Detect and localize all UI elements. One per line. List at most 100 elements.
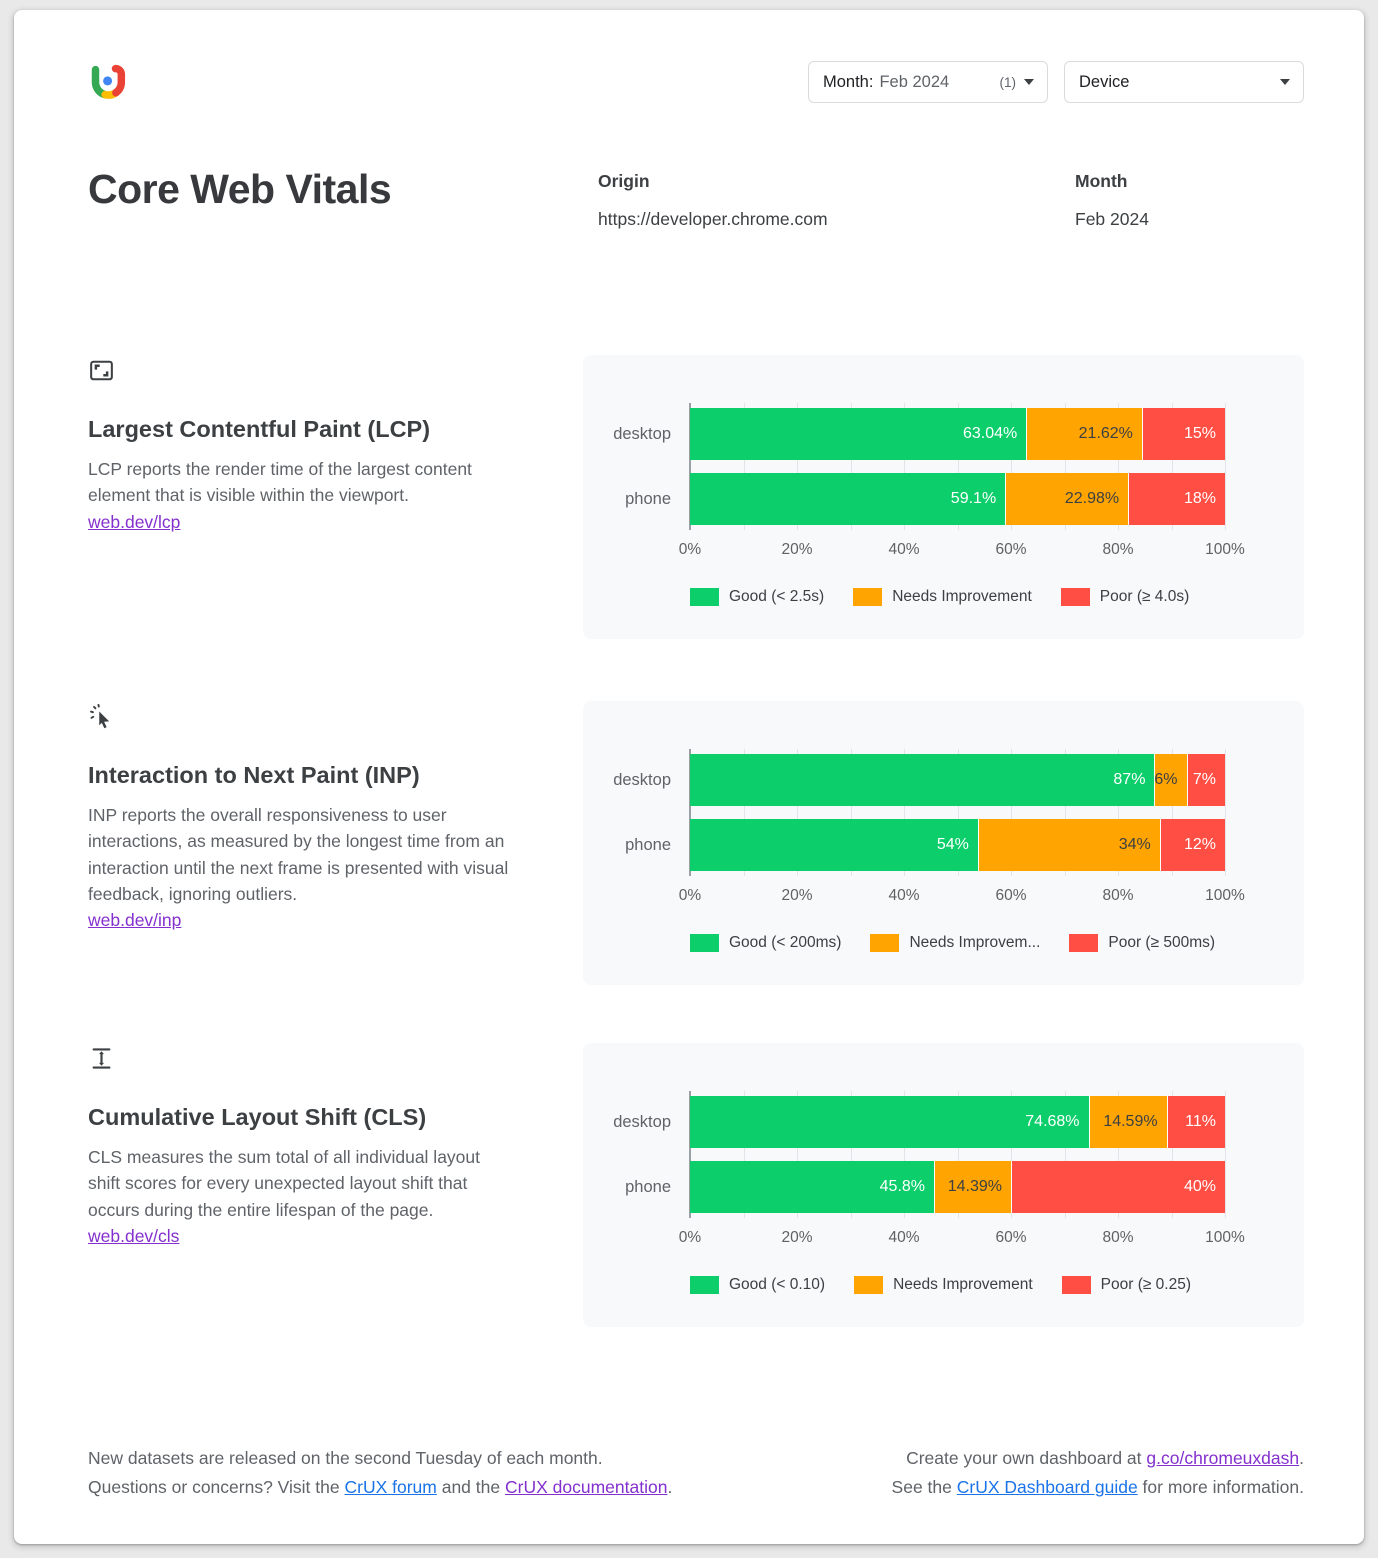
bar-segment-value: 45.8% (879, 1178, 926, 1195)
category-label: desktop (613, 771, 671, 789)
bar-segment[interactable]: 14.39% (935, 1161, 1012, 1213)
chart-legend: Good (< 2.5s) Needs Improvement Poor (≥ 4.… (690, 588, 1264, 606)
axis-tick-label: 0% (678, 1229, 702, 1246)
axis-tick-label: 100% (1205, 887, 1245, 904)
lcp-info: Largest Contentful Paint (LCP) LCP repor… (88, 355, 583, 533)
cls-description: CLS measures the sum total of all indivi… (88, 1147, 481, 1220)
chart-legend: Good (< 0.10) Needs Improvement Poor (≥ 0.… (690, 1276, 1264, 1294)
month-dropdown[interactable]: Month: Feb 2024 (1) (808, 61, 1048, 103)
month-dropdown-value: Feb 2024 (879, 72, 950, 91)
bar-segment-value: 21.62% (1078, 425, 1133, 442)
bar-segment[interactable]: 18% (1129, 473, 1225, 525)
bar-segment[interactable]: 12% (1160, 819, 1225, 871)
legend-item: Poor (≥ 4.0s) (1060, 588, 1189, 606)
bar-segment[interactable]: 45.8% (690, 1161, 936, 1213)
bar-segment[interactable]: 34% (978, 819, 1161, 871)
bar-segment[interactable]: 40% (1012, 1161, 1225, 1213)
bar-segment[interactable]: 14.59% (1089, 1096, 1168, 1148)
lcp-section: Largest Contentful Paint (LCP) LCP repor… (88, 355, 1304, 639)
gridline (904, 1091, 905, 1218)
cls-chart[interactable]: desktop phone 74.68% 14.59% 11% 45.8% 14.39% 40… (583, 1043, 1304, 1327)
lcp-description: LCP reports the render time of the large… (88, 459, 472, 506)
gridline (957, 403, 959, 530)
inp-link[interactable]: web.dev/inp (88, 910, 182, 930)
crux-forum-link[interactable]: CrUX forum (344, 1477, 437, 1498)
fit-screen-icon (90, 360, 113, 381)
legend-label: Needs Improvement (893, 1276, 1033, 1293)
cls-link[interactable]: web.dev/cls (88, 1225, 180, 1246)
bar-segment-value: 54% (936, 836, 969, 853)
category-label: phone (625, 836, 671, 854)
x-axis: 0% 20% 40% 60% 80% 100% (679, 1229, 1245, 1249)
legend-item: Good (< 0.10) (690, 1276, 825, 1294)
axis-tick-label: 60% (995, 1229, 1027, 1246)
layout-shift-icon (92, 1048, 111, 1069)
device-dropdown[interactable]: Device (1064, 61, 1304, 103)
crux-logo-icon (91, 64, 126, 99)
bar-segment[interactable]: 63.04% (690, 408, 1028, 460)
legend-label: Good (< 0.10) (729, 1276, 826, 1293)
axis-baseline (689, 403, 691, 530)
bar-segment[interactable]: 54% (690, 819, 979, 871)
bar-row: 63.04% 21.62% 15% (690, 408, 1225, 460)
legend-item: Poor (≥ 0.25) (1061, 1276, 1191, 1294)
origin-info: Origin https://developer.chrome.com (598, 167, 1075, 230)
bar-segment[interactable]: 22.98% (1006, 473, 1130, 525)
legend-label: Needs Improvement (892, 588, 1032, 605)
bar-segment-value: 15% (1183, 425, 1216, 442)
bar-segment[interactable]: 11% (1167, 1096, 1225, 1148)
axis-tick-label: 40% (888, 887, 920, 904)
gridline (1225, 403, 1226, 530)
top-bar: Month: Feb 2024 (1) Device (88, 10, 1304, 103)
chromeuxdash-link[interactable]: g.co/chromeuxdash (1146, 1448, 1300, 1469)
legend-swatch (690, 588, 719, 606)
axis-tick-label: 20% (781, 541, 813, 558)
footer-guide-line: See the CrUX Dashboard guide for more in… (891, 1477, 1304, 1498)
month-dropdown-label: Month: (823, 72, 874, 91)
bar-segment[interactable]: 6% (1154, 754, 1188, 806)
gridline (1011, 1091, 1012, 1218)
bar-segment[interactable]: 74.68% (690, 1096, 1090, 1148)
axis-tick-label: 60% (995, 541, 1027, 558)
gridline (797, 403, 798, 530)
lcp-link[interactable]: web.dev/lcp (88, 511, 181, 532)
footer: New datasets are released on the second … (88, 1444, 1304, 1544)
origin-label: Origin (598, 171, 650, 191)
x-axis: 0% 20% 40% 60% 80% 100% (679, 887, 1245, 907)
gridline (1118, 403, 1119, 530)
legend-swatch (870, 934, 900, 952)
legend-label: Good (< 2.5s) (729, 588, 825, 605)
gridline (1011, 403, 1012, 530)
lcp-title: Largest Contentful Paint (LCP) (88, 416, 431, 442)
inp-title: Interaction to Next Paint (INP) (88, 762, 420, 788)
gridline (904, 403, 905, 530)
bar-segment[interactable]: 87% (690, 754, 1156, 806)
gridline (1064, 1091, 1066, 1218)
gridline (1171, 749, 1173, 876)
dashboard-card: Month: Feb 2024 (1) Device Core Web Vita… (14, 10, 1364, 1544)
bar-segment[interactable]: 21.62% (1027, 408, 1143, 460)
crux-dashboard-guide-link[interactable]: CrUX Dashboard guide (956, 1477, 1138, 1498)
inp-chart[interactable]: desktop phone 87% 6% 7% 54% 34% 12% 0% 20% 40% 60% 8… (583, 701, 1304, 985)
footer-left: New datasets are released on the second … (88, 1444, 672, 1502)
bar-segment-value: 18% (1183, 490, 1216, 507)
bar-segment[interactable]: 7% (1187, 754, 1225, 806)
crux-documentation-link[interactable]: CrUX documentation (504, 1477, 668, 1498)
category-label: desktop (613, 425, 671, 443)
legend-swatch (1061, 1276, 1091, 1294)
page-title: Core Web Vitals (88, 166, 392, 212)
gridline (1171, 1091, 1173, 1218)
lcp-chart[interactable]: desktop phone 63.04% 21.62% 15% 59.1% 22.98% 18… (583, 355, 1304, 639)
axis-baseline (689, 1091, 691, 1218)
gridline (1118, 749, 1119, 876)
axis-tick-label: 0% (678, 887, 702, 904)
bar-segment[interactable]: 15% (1142, 408, 1225, 460)
axis-tick-label: 100% (1205, 1229, 1245, 1246)
gridline (1064, 403, 1066, 530)
origin-value: https://developer.chrome.com (598, 209, 828, 229)
legend-item: Poor (≥ 500ms) (1069, 934, 1215, 952)
footer-right: Create your own dashboard at g.co/chrome… (892, 1444, 1304, 1502)
legend-swatch (853, 588, 883, 606)
bar-segment[interactable]: 59.1% (690, 473, 1007, 525)
x-axis: 0% 20% 40% 60% 80% 100% (679, 541, 1245, 561)
